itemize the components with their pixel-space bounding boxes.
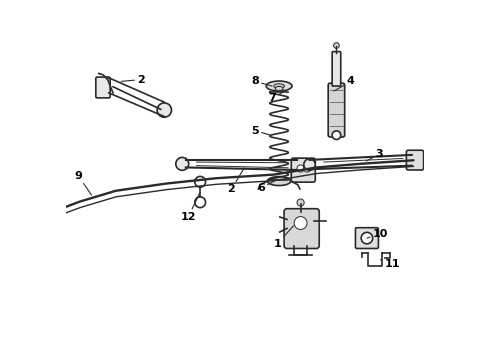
Text: 11: 11 [381,259,400,269]
Text: 12: 12 [181,192,200,221]
Ellipse shape [274,84,285,88]
FancyBboxPatch shape [406,150,423,170]
Ellipse shape [268,177,291,185]
Circle shape [297,199,304,206]
Circle shape [297,165,304,172]
Circle shape [294,217,307,229]
Text: 2: 2 [122,75,145,85]
Circle shape [195,197,205,208]
Text: 3: 3 [366,149,383,161]
Ellipse shape [275,86,283,91]
Circle shape [334,42,339,48]
Text: 8: 8 [251,76,272,86]
Circle shape [304,159,315,170]
Text: 1: 1 [273,226,294,249]
FancyBboxPatch shape [328,83,344,137]
FancyBboxPatch shape [355,228,378,248]
Circle shape [157,103,171,117]
FancyBboxPatch shape [291,158,315,182]
Text: 10: 10 [367,229,388,239]
Ellipse shape [266,81,292,91]
Text: 5: 5 [251,126,270,135]
Circle shape [195,176,205,187]
Text: 6: 6 [257,181,274,193]
FancyBboxPatch shape [332,51,341,86]
Text: 7: 7 [268,92,283,103]
FancyBboxPatch shape [284,209,319,248]
FancyBboxPatch shape [96,77,110,98]
Circle shape [176,157,189,170]
Text: 2: 2 [227,168,245,194]
Text: 9: 9 [74,171,92,195]
Circle shape [303,165,311,172]
Circle shape [332,131,341,139]
Circle shape [361,232,373,244]
Text: 4: 4 [334,76,355,91]
